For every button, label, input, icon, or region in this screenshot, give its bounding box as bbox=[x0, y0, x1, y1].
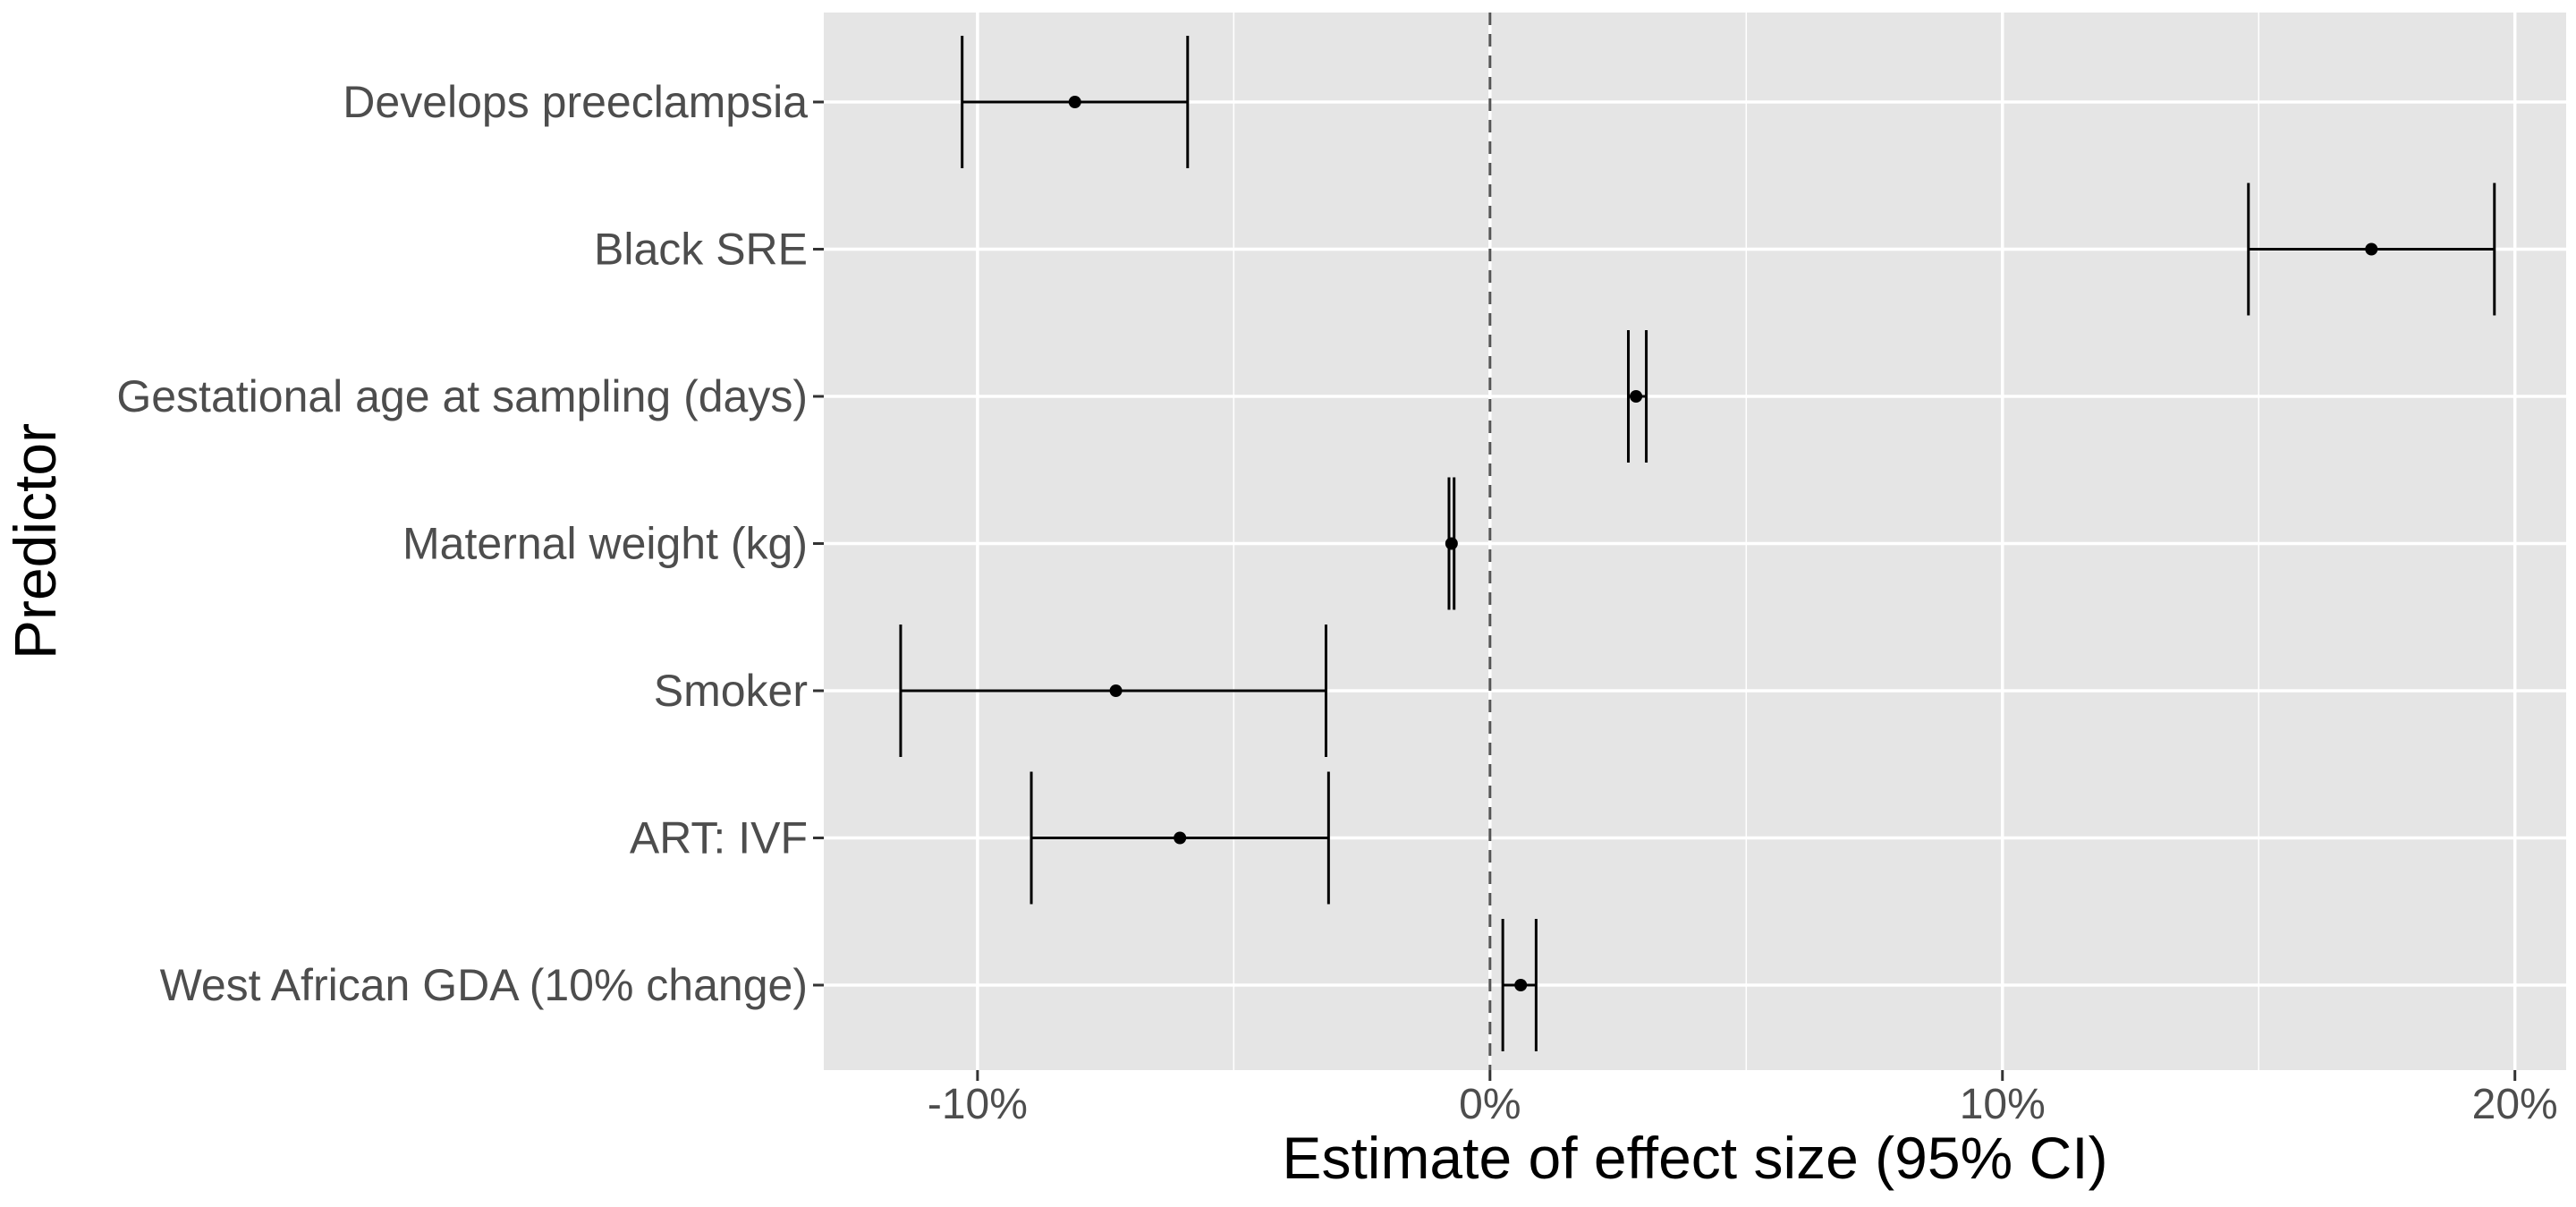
predictor-mark bbox=[1445, 477, 1458, 610]
predictor-mark bbox=[1030, 771, 1330, 905]
estimate-point bbox=[1174, 831, 1187, 845]
estimate-point bbox=[1514, 979, 1528, 991]
estimate-point bbox=[1630, 390, 1643, 403]
y-tick-label: West African GDA (10% change) bbox=[160, 960, 808, 1010]
predictor-mark bbox=[2247, 183, 2496, 316]
predictor-mark bbox=[961, 36, 1190, 168]
x-axis: -10% 0% 10% 20% bbox=[928, 1070, 2558, 1128]
estimate-point bbox=[1109, 684, 1123, 697]
x-axis-title: Estimate of effect size (95% CI) bbox=[1282, 1125, 2107, 1191]
predictor-mark bbox=[899, 625, 1327, 757]
y-tick-label: Gestational age at sampling (days) bbox=[116, 371, 808, 421]
x-tick-label: 20% bbox=[2472, 1081, 2558, 1128]
estimate-point bbox=[1445, 537, 1458, 550]
predictor-mark bbox=[1627, 330, 1648, 463]
y-tick-label: Black SRE bbox=[594, 225, 808, 275]
y-tick-label: Maternal weight (kg) bbox=[402, 519, 808, 569]
plot-panel bbox=[824, 13, 2566, 1070]
y-tick-label: Develops preeclampsia bbox=[343, 77, 808, 127]
x-tick-label: 0% bbox=[1459, 1081, 1521, 1128]
y-tick-label: Smoker bbox=[654, 666, 808, 716]
estimate-point bbox=[2365, 242, 2378, 256]
estimate-point bbox=[1068, 96, 1081, 108]
marks-layer bbox=[899, 36, 2496, 1051]
x-tick-label: 10% bbox=[1960, 1081, 2046, 1128]
x-tick-label: -10% bbox=[928, 1081, 1028, 1128]
predictor-mark bbox=[1501, 919, 1538, 1051]
y-axis: Develops preeclampsia Black SRE Gestationa… bbox=[116, 77, 824, 1010]
y-axis-title: Predictor bbox=[2, 423, 68, 659]
y-tick-label: ART: IVF bbox=[630, 813, 808, 863]
